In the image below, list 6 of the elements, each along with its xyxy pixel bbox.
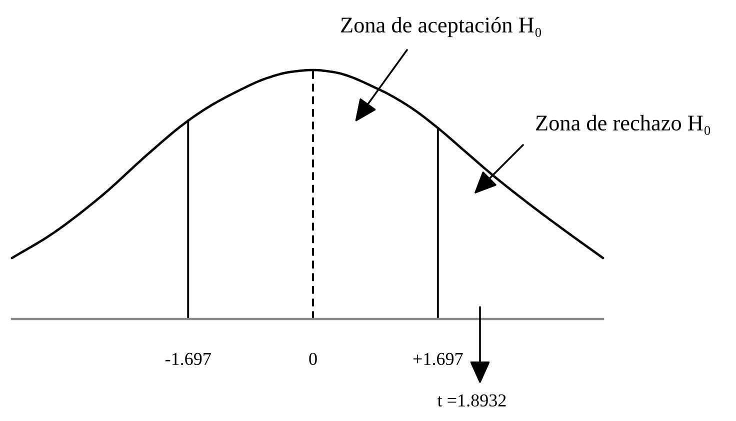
x-tick-label: +1.697 xyxy=(413,352,463,366)
text: t =1.8932 xyxy=(437,394,506,407)
annotation: Zona de rechazo H₀ xyxy=(536,114,710,135)
x-tick-label: -1.697 xyxy=(165,352,211,366)
text: Zona de aceptación H₀ xyxy=(341,16,542,38)
x-tick-label: 0 xyxy=(309,352,317,366)
